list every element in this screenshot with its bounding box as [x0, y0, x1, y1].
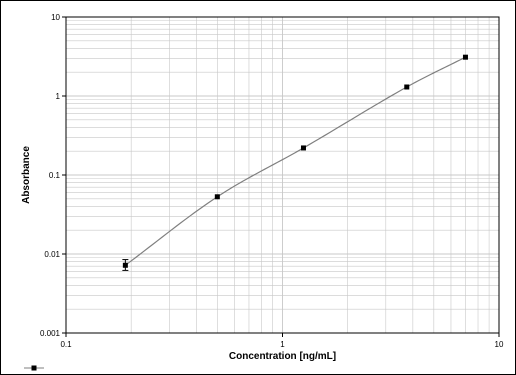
grid-layer	[65, 17, 499, 334]
y-tick-label: 1	[56, 92, 61, 101]
data-point	[214, 194, 220, 200]
x-tick-label: 0.1	[60, 340, 72, 349]
fit-curve	[125, 56, 466, 266]
data-point-layer	[122, 54, 468, 271]
y-tick-label: 0.01	[44, 250, 60, 259]
y-tick-label: 0.1	[49, 171, 61, 180]
x-tick-label: 10	[495, 340, 504, 349]
data-point	[300, 145, 306, 151]
data-point	[462, 54, 468, 60]
x-axis-title: Concentration [ng/mL]	[229, 351, 336, 362]
tick-layer: 0.1 1 10 0.001 0.01 0.1 1 10	[40, 13, 504, 349]
y-axis-title: Absorbance	[21, 146, 32, 204]
legend	[24, 365, 44, 371]
data-point	[404, 84, 410, 90]
y-tick-label: 10	[51, 13, 60, 22]
fit-curve-layer	[125, 56, 466, 266]
data-point	[122, 262, 128, 268]
x-tick-label: 1	[280, 340, 285, 349]
y-tick-label: 0.001	[40, 329, 61, 338]
legend-marker	[31, 365, 37, 371]
